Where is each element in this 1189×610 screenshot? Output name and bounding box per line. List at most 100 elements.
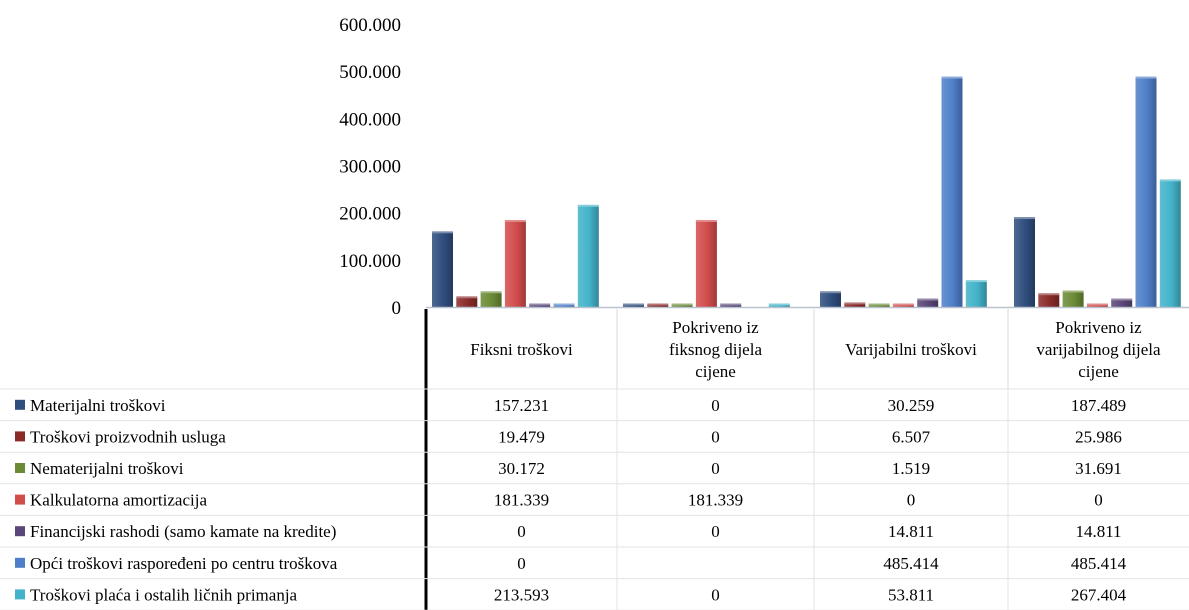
bar bbox=[432, 232, 453, 307]
bar bbox=[1086, 305, 1108, 307]
legend-label: Financijski rashodi (samo kamate na kred… bbox=[30, 522, 336, 541]
bar bbox=[917, 300, 939, 307]
legend-label: Opći troškovi raspoređeni po centru troš… bbox=[30, 554, 338, 573]
legend-swatch bbox=[15, 557, 25, 568]
table-value: 6.507 bbox=[892, 427, 931, 446]
category-label: Pokriveno iz fiksnog dijela cijene bbox=[669, 318, 762, 381]
table-value: 1.519 bbox=[892, 459, 930, 478]
bar-cap bbox=[647, 303, 669, 306]
legend-label: Troškovi plaća i ostalih ličnih primanja bbox=[30, 585, 298, 604]
bar bbox=[844, 303, 866, 307]
bar-cap bbox=[868, 303, 890, 306]
bar-cap bbox=[529, 303, 551, 306]
table-value: 0 bbox=[711, 585, 720, 604]
legend-label: Troškovi proizvodnih usluga bbox=[30, 427, 226, 446]
table-value: 31.691 bbox=[1075, 459, 1122, 478]
table-value: 14.811 bbox=[888, 522, 934, 541]
table-value: 0 bbox=[711, 396, 720, 415]
bar bbox=[529, 305, 551, 307]
table-value: 157.231 bbox=[494, 396, 549, 415]
bar bbox=[577, 206, 599, 307]
bar-cap bbox=[1135, 76, 1157, 79]
bar-cap bbox=[1062, 290, 1084, 293]
table-value: 30.259 bbox=[888, 396, 935, 415]
bar bbox=[1111, 300, 1133, 307]
table-value: 485.414 bbox=[1071, 554, 1127, 573]
bar-cap bbox=[1159, 179, 1181, 182]
y-tick-label: 200.000 bbox=[339, 204, 401, 225]
bar bbox=[456, 297, 478, 307]
bar bbox=[1135, 78, 1157, 308]
table-value: 485.414 bbox=[883, 554, 939, 573]
table-value: 0 bbox=[711, 522, 720, 541]
table-value: 30.172 bbox=[498, 459, 545, 478]
bar-cap bbox=[820, 291, 841, 294]
bar-cap bbox=[577, 204, 599, 207]
bar bbox=[868, 305, 890, 307]
bar-cap bbox=[1111, 298, 1133, 301]
table-value: 187.489 bbox=[1071, 396, 1126, 415]
legend-swatch bbox=[15, 526, 25, 537]
bar bbox=[820, 292, 841, 307]
bar bbox=[695, 221, 717, 307]
bar-cap bbox=[941, 76, 963, 79]
bar bbox=[1038, 294, 1060, 307]
bar-cap bbox=[917, 298, 939, 301]
category-label: Fiksni troškovi bbox=[470, 340, 573, 359]
legend-swatch bbox=[15, 431, 25, 442]
legend-swatch bbox=[15, 463, 25, 473]
table-value: 0 bbox=[711, 459, 720, 478]
bar-cap bbox=[965, 280, 987, 283]
legend-swatch bbox=[15, 494, 25, 505]
y-tick-label: 0 bbox=[392, 298, 402, 319]
bar bbox=[1062, 292, 1084, 307]
bar-cap bbox=[720, 303, 742, 306]
table-value: 267.404 bbox=[1071, 585, 1127, 604]
table-value: 0 bbox=[1094, 491, 1103, 510]
table-value: 181.339 bbox=[494, 491, 549, 510]
y-tick-label: 600.000 bbox=[339, 15, 401, 36]
bar bbox=[623, 305, 644, 307]
bar-cap bbox=[623, 303, 644, 306]
y-tick-label: 300.000 bbox=[339, 157, 401, 178]
bar bbox=[480, 292, 502, 307]
bar bbox=[671, 305, 693, 307]
category-label: Varijabilni troškovi bbox=[845, 340, 977, 359]
bar bbox=[647, 305, 669, 307]
bar bbox=[720, 305, 742, 307]
table-value: 19.479 bbox=[498, 427, 545, 446]
bar-cap bbox=[456, 296, 478, 299]
bar bbox=[965, 281, 987, 307]
bar-cap bbox=[671, 303, 693, 306]
table-value: 14.811 bbox=[1075, 522, 1121, 541]
y-tick-label: 500.000 bbox=[339, 62, 401, 83]
bar-cap bbox=[844, 302, 866, 305]
bars bbox=[426, 76, 1189, 309]
bar-cap bbox=[695, 219, 717, 222]
legend-label: Kalkulatorna amortizacija bbox=[30, 491, 207, 510]
y-tick-label: 100.000 bbox=[339, 251, 401, 272]
bar-cap bbox=[432, 231, 453, 234]
table-value: 0 bbox=[517, 522, 526, 541]
table-value: 25.986 bbox=[1075, 427, 1122, 446]
bar-cap bbox=[892, 303, 914, 306]
bar bbox=[892, 305, 914, 307]
table-value: 0 bbox=[711, 427, 720, 446]
bar-cap bbox=[480, 291, 502, 294]
bar-cap bbox=[1014, 217, 1035, 220]
legend-label: Materijalni troškovi bbox=[30, 396, 166, 415]
bar-cap bbox=[1038, 293, 1060, 296]
bar bbox=[768, 305, 790, 307]
legend-label: Nematerijalni troškovi bbox=[30, 459, 184, 478]
bar bbox=[504, 221, 526, 307]
table-value: 181.339 bbox=[688, 491, 743, 510]
category-label: Pokriveno iz varijabilnog dijela cijene bbox=[1036, 318, 1161, 381]
bar bbox=[553, 305, 575, 307]
legend-swatch bbox=[15, 589, 25, 600]
table-value: 53.811 bbox=[888, 585, 934, 604]
y-axis-ticks: 0 100.000 200.000 300.000 400.000 500.000 600.… bbox=[339, 15, 401, 319]
y-tick-label: 400.000 bbox=[339, 109, 401, 130]
bar-cap bbox=[1086, 303, 1108, 306]
bar bbox=[1014, 218, 1035, 307]
